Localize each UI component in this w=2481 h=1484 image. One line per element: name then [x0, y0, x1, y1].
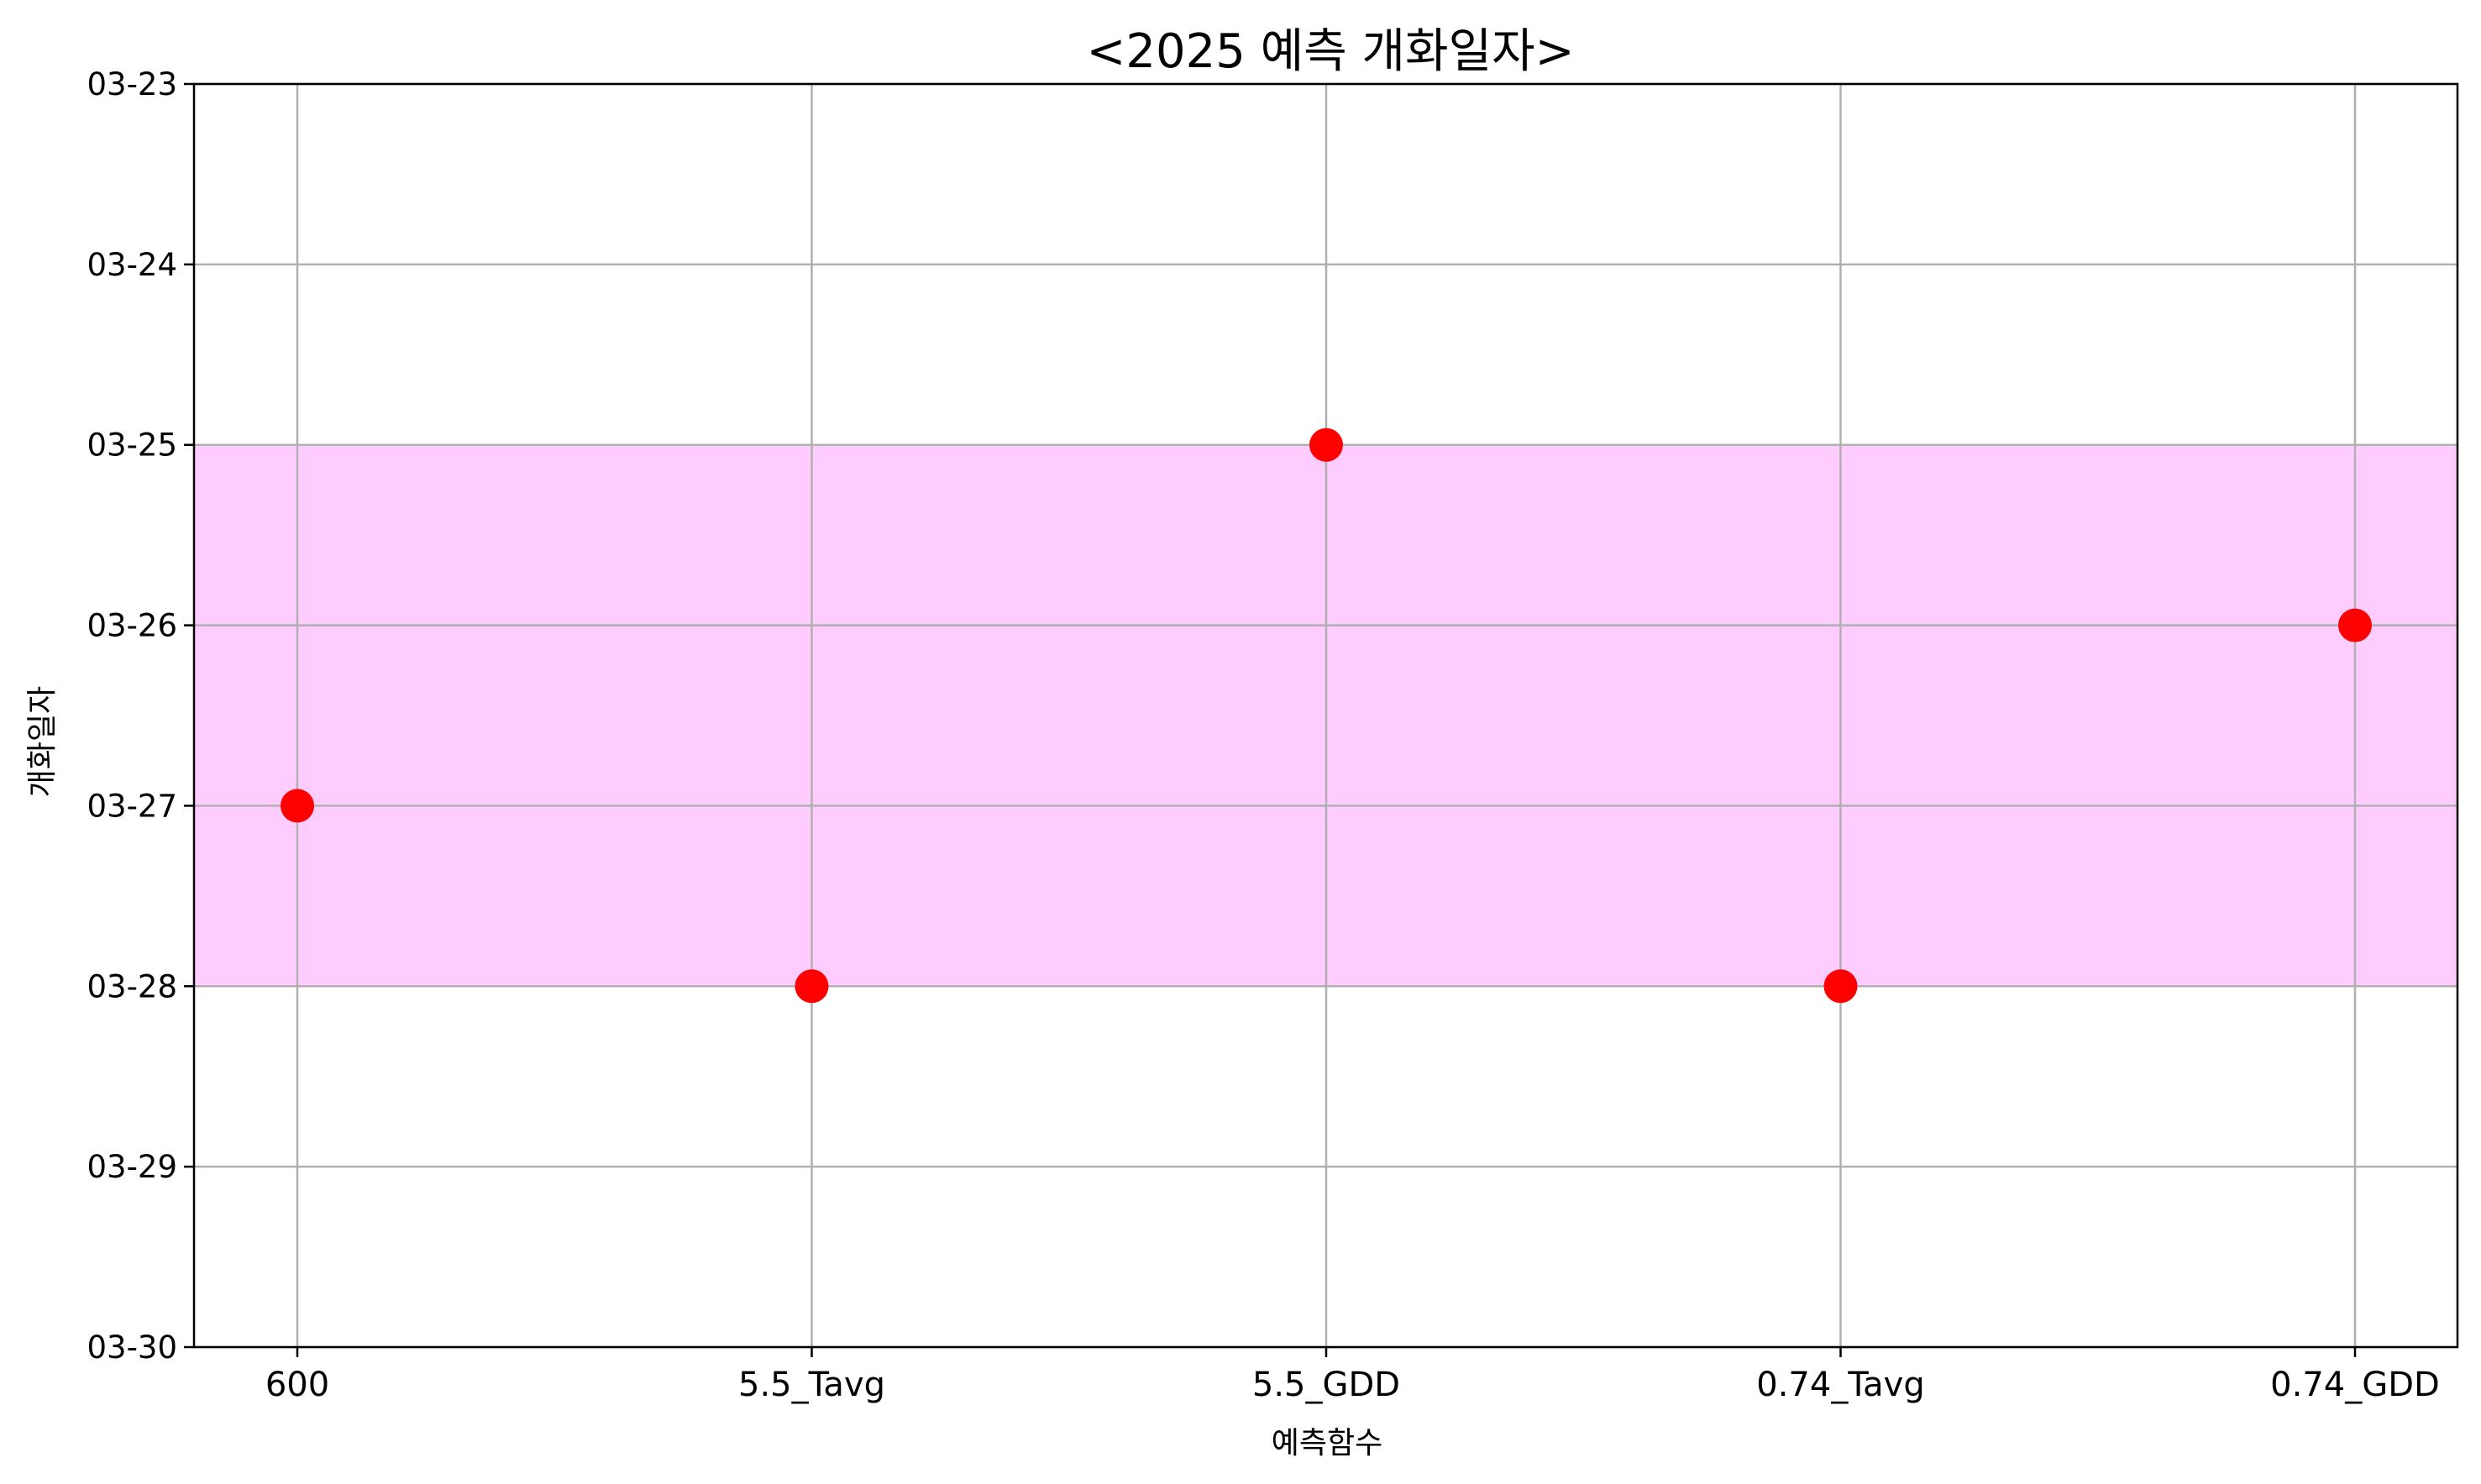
y-tick-label: 03-28 [87, 968, 177, 1004]
data-point [2338, 608, 2372, 642]
y-axis-label: 개화일자 [25, 686, 60, 797]
y-tick-label: 03-25 [87, 427, 177, 464]
x-tick-label: 0.74_GDD [2270, 1366, 2440, 1404]
x-tick-label: 5.5_Tavg [738, 1366, 885, 1404]
y-tick-label: 03-26 [87, 608, 177, 644]
y-tick-label: 03-30 [87, 1329, 177, 1366]
x-axis-label: 예측함수 [1272, 1426, 1382, 1460]
data-point [281, 789, 314, 823]
y-tick-label: 03-24 [87, 247, 177, 283]
data-point [795, 969, 829, 1004]
x-tick-label: 0.74_Tavg [1756, 1366, 1924, 1404]
chart-title: <2025 예측 개화일자> [1086, 24, 1574, 79]
data-point [1823, 969, 1858, 1004]
x-tick-label: 5.5_GDD [1252, 1366, 1400, 1404]
y-tick-label: 03-29 [87, 1149, 177, 1185]
x-tick-label: 600 [265, 1366, 329, 1404]
y-tick-label: 03-27 [87, 788, 177, 824]
data-point [1309, 427, 1343, 462]
y-tick-label: 03-23 [87, 66, 177, 102]
